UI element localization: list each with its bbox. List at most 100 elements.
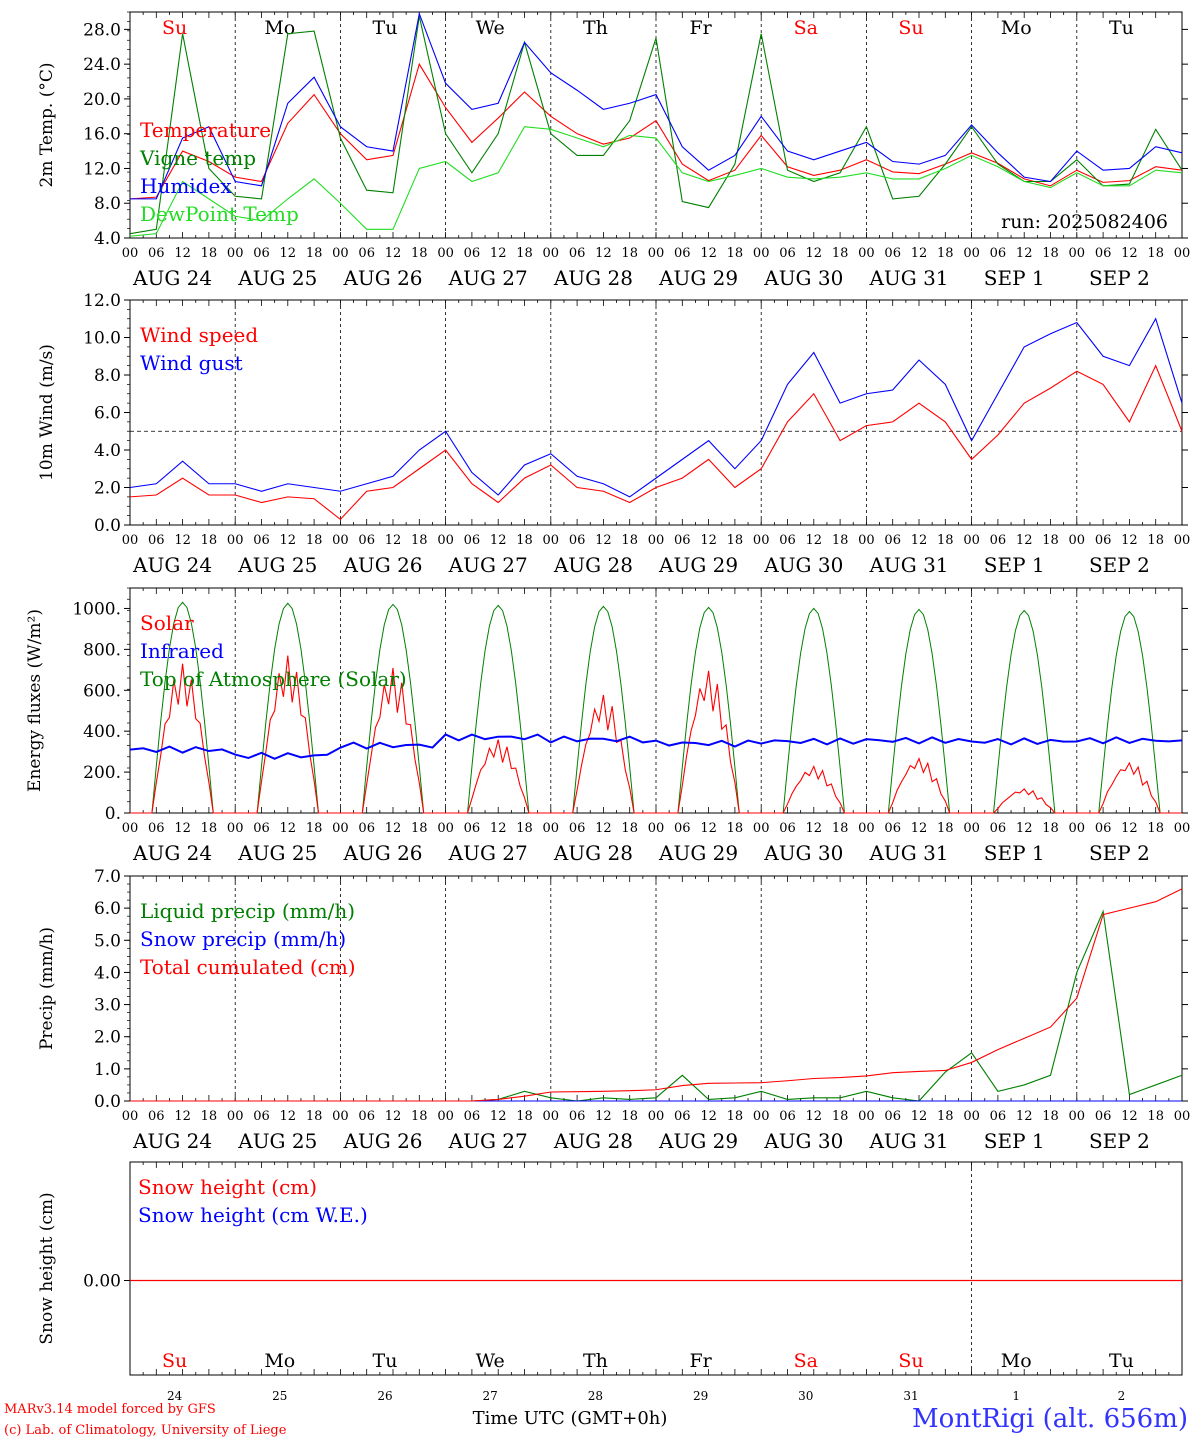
x-hour-label: 18 — [1147, 821, 1164, 836]
x-axis-title: Time UTC (GMT+0h) — [473, 1408, 668, 1429]
x-hour-label: 00 — [227, 1109, 244, 1124]
x-hour-label: 12 — [385, 1109, 402, 1124]
x-hour-label: 18 — [621, 533, 638, 548]
x-hour-label: 18 — [937, 1109, 954, 1124]
x-hour-label: 06 — [884, 246, 901, 261]
day-number-label: 24 — [167, 1389, 183, 1403]
y-tick-label: 1000. — [72, 599, 121, 619]
legend-item: Infrared — [140, 639, 224, 663]
x-hour-label: 12 — [280, 821, 297, 836]
series-line-3 — [130, 888, 1183, 1102]
x-hour-label: 18 — [306, 1109, 323, 1124]
x-hour-label: 18 — [411, 533, 428, 548]
panel-5: 0.00 Snow height (cm) Su Mo Tu We Th Fr Sa Su Mo Tu… — [37, 1161, 1183, 1403]
x-hour-label: 12 — [280, 1109, 297, 1124]
series-line-1 — [129, 62, 1183, 200]
x-hour-label: 12 — [1121, 1109, 1138, 1124]
x-hour-label: 00 — [1069, 1109, 1086, 1124]
x-hour-label: 12 — [595, 246, 612, 261]
weekday-label: Mo — [1001, 1350, 1032, 1372]
y-axis-title: 2m Temp. (°C) — [37, 62, 57, 187]
x-hour-label: 00 — [227, 533, 244, 548]
x-hour-label: 00 — [122, 821, 139, 836]
x-hour-label: 18 — [306, 533, 323, 548]
x-date-label: AUG 27 — [448, 1129, 528, 1153]
x-hour-label: 18 — [727, 1109, 744, 1124]
x-date-label: AUG 25 — [237, 266, 317, 290]
day-number-label: 26 — [377, 1389, 392, 1403]
series-line-2 — [129, 317, 1183, 498]
x-hour-label: 06 — [569, 1109, 586, 1124]
y-tick-label: 200. — [83, 763, 121, 783]
x-hour-label: 12 — [174, 533, 191, 548]
run-annotation: run: 2025082406 — [1001, 211, 1168, 233]
x-date-label: SEP 1 — [984, 841, 1045, 865]
series-line-3 — [130, 11, 1183, 200]
y-tick-label: 8.0 — [94, 194, 121, 214]
weekday-label: Su — [898, 1350, 923, 1372]
x-hour-label: 18 — [832, 533, 849, 548]
x-hour-label: 00 — [1174, 1109, 1191, 1124]
x-date-label: AUG 26 — [342, 1129, 422, 1153]
x-hour-label: 06 — [674, 821, 691, 836]
x-hour-label: 06 — [358, 533, 375, 548]
x-date-label: SEP 2 — [1089, 1129, 1150, 1153]
y-tick-label: 16.0 — [83, 125, 121, 145]
x-hour-label: 18 — [621, 246, 638, 261]
y-tick-label: 6.0 — [94, 404, 121, 424]
x-hour-label: 12 — [490, 1109, 507, 1124]
y-tick-label: 28.0 — [83, 20, 121, 40]
weekday-label: Sa — [794, 17, 818, 39]
x-date-label: AUG 29 — [658, 1129, 738, 1153]
x-date-label: AUG 25 — [237, 1129, 317, 1153]
x-hour-label: 18 — [1042, 533, 1059, 548]
x-hour-label: 18 — [201, 1109, 218, 1124]
x-hour-label: 06 — [674, 1109, 691, 1124]
y-tick-label: 600. — [83, 681, 121, 701]
y-tick-label: 10.0 — [83, 329, 121, 349]
x-date-label: AUG 30 — [763, 553, 843, 577]
x-hour-label: 00 — [332, 821, 349, 836]
x-hour-label: 12 — [911, 821, 928, 836]
x-date-label: SEP 2 — [1089, 553, 1150, 577]
weekday-label: Su — [162, 1350, 187, 1372]
x-hour-label: 06 — [1095, 821, 1112, 836]
x-date-label: AUG 24 — [132, 553, 212, 577]
weekday-label: Tu — [373, 1350, 398, 1372]
panel-4: 0.0 1.0 2.0 3.0 4.0 5.0 6.0 7.0 Precip (mm/h) 00 0… — [37, 867, 1190, 1153]
x-hour-label: 18 — [937, 246, 954, 261]
x-hour-label: 18 — [1147, 533, 1164, 548]
x-hour-label: 00 — [332, 533, 349, 548]
x-hour-label: 00 — [753, 246, 770, 261]
y-tick-label: 5.0 — [94, 931, 121, 951]
x-hour-label: 12 — [385, 246, 402, 261]
x-hour-label: 00 — [1174, 821, 1191, 836]
x-hour-label: 18 — [1042, 1109, 1059, 1124]
y-tick-label: 7.0 — [94, 867, 121, 887]
x-date-label: AUG 24 — [132, 1129, 212, 1153]
x-hour-label: 06 — [990, 246, 1007, 261]
x-hour-label: 00 — [858, 246, 875, 261]
legend-item: Wind speed — [140, 323, 258, 347]
x-date-label: AUG 27 — [448, 841, 528, 865]
x-hour-label: 00 — [543, 246, 560, 261]
x-hour-label: 12 — [595, 821, 612, 836]
x-hour-label: 00 — [1174, 533, 1191, 548]
x-date-label: AUG 29 — [658, 266, 738, 290]
weekday-label: Fr — [689, 1350, 712, 1372]
x-hour-label: 00 — [753, 533, 770, 548]
x-date-label: AUG 24 — [132, 841, 212, 865]
weekday-label: Tu — [1109, 17, 1134, 39]
series-line-infrared — [129, 733, 1183, 760]
x-hour-label: 18 — [516, 246, 533, 261]
x-date-label: AUG 30 — [763, 1129, 843, 1153]
x-hour-label: 12 — [1016, 533, 1033, 548]
x-hour-label: 06 — [569, 821, 586, 836]
x-hour-label: 12 — [595, 533, 612, 548]
x-hour-label: 00 — [543, 533, 560, 548]
footer-model-credit: MARv3.14 model forced by GFS — [4, 1402, 216, 1417]
x-hour-label: 18 — [832, 1109, 849, 1124]
x-date-label: AUG 30 — [763, 266, 843, 290]
panel-2: 0.0 2.0 4.0 6.0 8.0 10.0 12.0 10m Wind (m/s) 00 0… — [37, 291, 1190, 577]
